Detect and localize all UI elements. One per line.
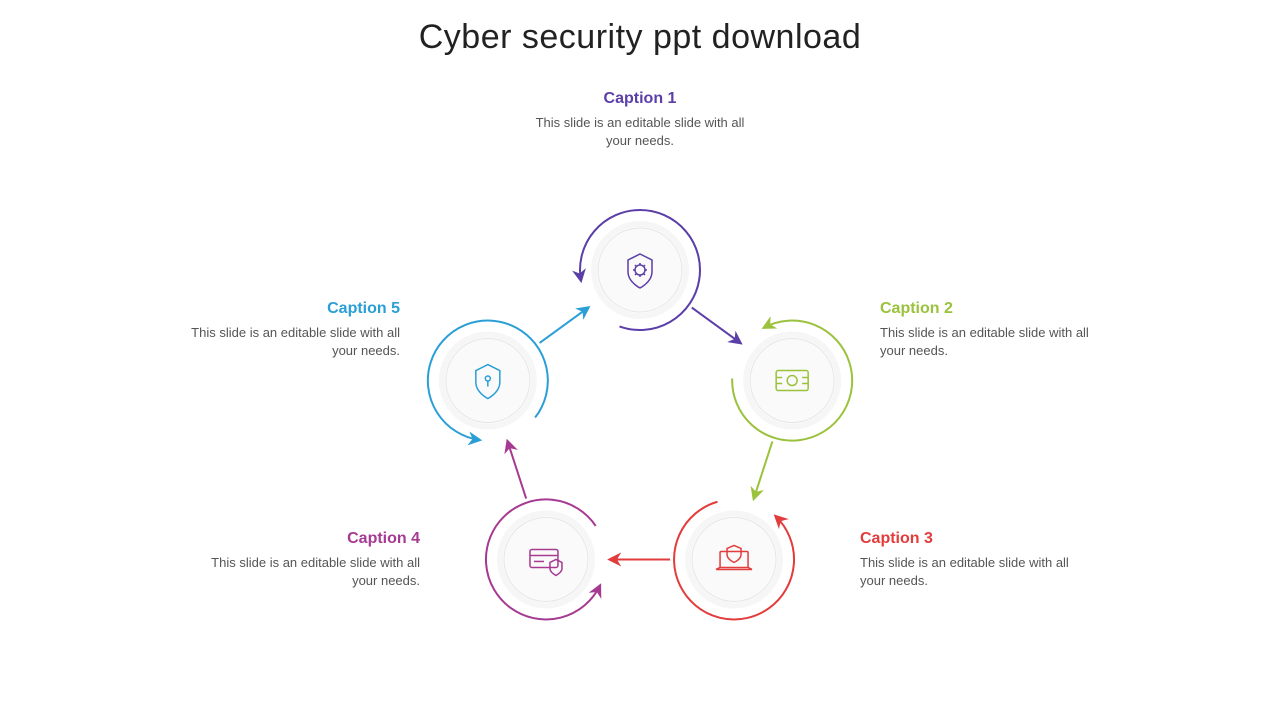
caption-block: Caption 3 This slide is an editable slide… xyxy=(860,530,1080,590)
caption-title: Caption 2 xyxy=(880,300,1100,318)
caption-block: Caption 4 This slide is an editable slide… xyxy=(200,530,420,590)
caption-body: This slide is an editable slide with all… xyxy=(530,114,750,150)
connector-arrow xyxy=(508,441,527,498)
node-disc xyxy=(598,228,682,312)
cycle-node xyxy=(428,321,548,440)
slide: Cyber security ppt download Caption 1 Thi… xyxy=(0,0,1280,720)
cycle-node xyxy=(580,210,700,330)
caption-body: This slide is an editable slide with all… xyxy=(880,324,1100,360)
cycle-diagram: Caption 1 This slide is an editable slide… xyxy=(0,90,1280,720)
slide-title: Cyber security ppt download xyxy=(0,18,1280,57)
caption-body: This slide is an editable slide with all… xyxy=(860,554,1080,590)
node-disc xyxy=(692,517,776,601)
caption-body: This slide is an editable slide with all… xyxy=(180,324,400,360)
cycle-node xyxy=(486,499,600,619)
connector-arrow xyxy=(754,441,773,498)
cycle-node xyxy=(674,502,794,620)
connector-arrow xyxy=(692,308,741,343)
caption-body: This slide is an editable slide with all… xyxy=(200,554,420,590)
caption-title: Caption 5 xyxy=(180,300,400,318)
caption-title: Caption 4 xyxy=(200,530,420,548)
caption-block: Caption 5 This slide is an editable slide… xyxy=(180,300,400,360)
caption-title: Caption 1 xyxy=(530,90,750,108)
caption-block: Caption 2 This slide is an editable slide… xyxy=(880,300,1100,360)
cycle-node xyxy=(732,321,852,441)
connector-arrow xyxy=(540,308,589,343)
caption-title: Caption 3 xyxy=(860,530,1080,548)
node-disc xyxy=(504,517,588,601)
diagram-svg xyxy=(0,90,1280,720)
node-disc xyxy=(750,339,834,423)
caption-block: Caption 1 This slide is an editable slide… xyxy=(530,90,750,150)
